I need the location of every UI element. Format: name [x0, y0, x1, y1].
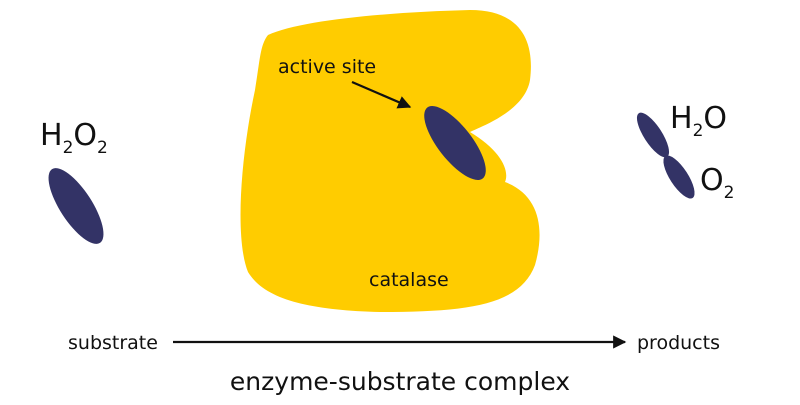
diagram-caption: enzyme-substrate complex [230, 367, 570, 396]
active-site-pointer-arrow [351, 80, 412, 109]
catalase-label: catalase [369, 269, 449, 291]
h2o2-label: H2O2 [40, 118, 108, 158]
h2o2-molecule [48, 168, 104, 244]
h2o-label: H2O [670, 101, 727, 141]
bound-substrate-molecule [424, 106, 486, 180]
active-site-label: active site [278, 56, 376, 78]
substrate-label: substrate [68, 332, 158, 354]
products-label: products [637, 332, 720, 354]
catalase-enzyme-shape [240, 10, 540, 312]
h2o-molecule [636, 112, 670, 158]
o2-molecule [663, 155, 695, 199]
o2-label: O2 [700, 163, 734, 203]
